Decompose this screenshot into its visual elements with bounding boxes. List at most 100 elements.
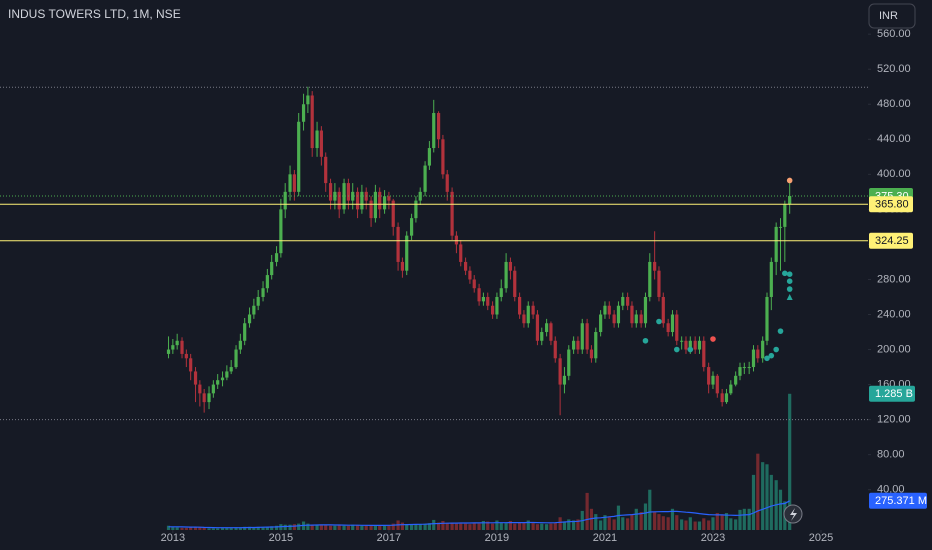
volume-bar [630,514,634,530]
candle-body [409,218,414,236]
volume-bar [189,527,193,530]
y-tick-label: 520.00 [877,63,911,75]
x-tick-label: 2023 [701,532,725,544]
x-tick-label: 2019 [485,532,509,544]
candle-body [378,191,382,210]
candle-body [688,340,692,350]
volume-bar [225,527,229,530]
volume-bar [761,462,765,530]
candle-body [572,340,576,350]
chart-title: INDUS TOWERS LTD, 1M, NSE [8,7,181,21]
candle-body [720,393,724,403]
volume-bar [252,527,256,530]
candle-body [454,235,459,245]
candle-body [256,296,260,306]
candle-body [634,314,638,324]
volume-bar [513,523,517,530]
volume-bar [688,517,692,530]
currency-button[interactable] [868,3,916,29]
candle-body [761,340,765,359]
volume-bar [409,524,414,530]
volume-bar [355,525,360,530]
volume-bar [549,523,553,530]
y-tick-label: 40.00 [877,484,905,496]
signal-marker [656,318,662,325]
volume-bar [680,519,684,530]
volume-bar [256,526,260,530]
candle-body [360,191,364,210]
volume-bar [657,514,661,530]
volume-bar [319,525,323,530]
currency-label[interactable]: INR [879,10,898,22]
candle-body [180,340,184,354]
candle-body [549,323,553,341]
candle-body [315,130,319,149]
volume-bar [283,524,287,530]
candle-body [576,340,580,350]
candle-body [198,384,202,394]
signal-marker [764,355,770,362]
y-tick-label: 440.00 [877,133,911,145]
candle-body [729,384,733,394]
volume-bar [238,527,242,530]
candle-body [693,340,697,350]
candle-body [477,288,481,302]
candle-body [468,270,472,280]
volume-bar [666,517,670,530]
candle-body [229,367,233,372]
candle-body [535,314,540,341]
volume-bar [427,523,432,530]
volume-bar [306,523,310,530]
candle-body [472,279,476,289]
signal-marker [687,346,694,353]
volume-bar [211,528,215,530]
volume-bar [495,520,499,530]
volume-bar [751,474,756,530]
candle-body [369,200,373,219]
candle-body [621,296,625,306]
volume-bar [603,515,607,530]
volume-bar [346,525,350,530]
candle-body [288,174,292,192]
volume-bar [265,526,269,530]
candle-body [211,384,215,394]
candle-body [612,314,616,324]
volume-bar [599,520,603,530]
price-axis [868,0,932,530]
volume-bar [634,508,638,530]
volume-bar [720,515,724,530]
y-tick-label: 80.00 [877,449,905,461]
y-tick-label: 400.00 [877,168,911,180]
volume-bar [648,489,652,530]
volume-bar [531,523,535,530]
volume-bar [193,527,198,530]
volume-bar [643,503,648,530]
candle-body [337,191,341,210]
volume-bar [607,517,611,530]
candle-body [558,358,562,385]
volume-bar [540,523,544,530]
volume-bar [243,526,247,530]
candle-body [319,130,323,157]
candle-body [193,371,198,385]
candle-body [333,191,337,201]
volume-bar [675,515,679,530]
x-tick-label: 2015 [269,532,293,544]
volume-bar [486,521,490,530]
volume-bar [391,523,395,530]
axis-tag [869,385,915,402]
lightning-icon [790,508,797,521]
signal-marker [773,346,779,353]
candle-body [747,367,751,369]
volume-bar [175,527,179,530]
volume-bar [670,508,675,530]
candle-body [391,200,395,227]
candle-body [526,305,530,324]
candle-body [751,349,756,368]
volume-bar [270,526,274,530]
candle-body [297,121,301,192]
volume-bar [202,527,206,530]
candle-body [414,200,418,219]
candle-body [603,305,607,315]
